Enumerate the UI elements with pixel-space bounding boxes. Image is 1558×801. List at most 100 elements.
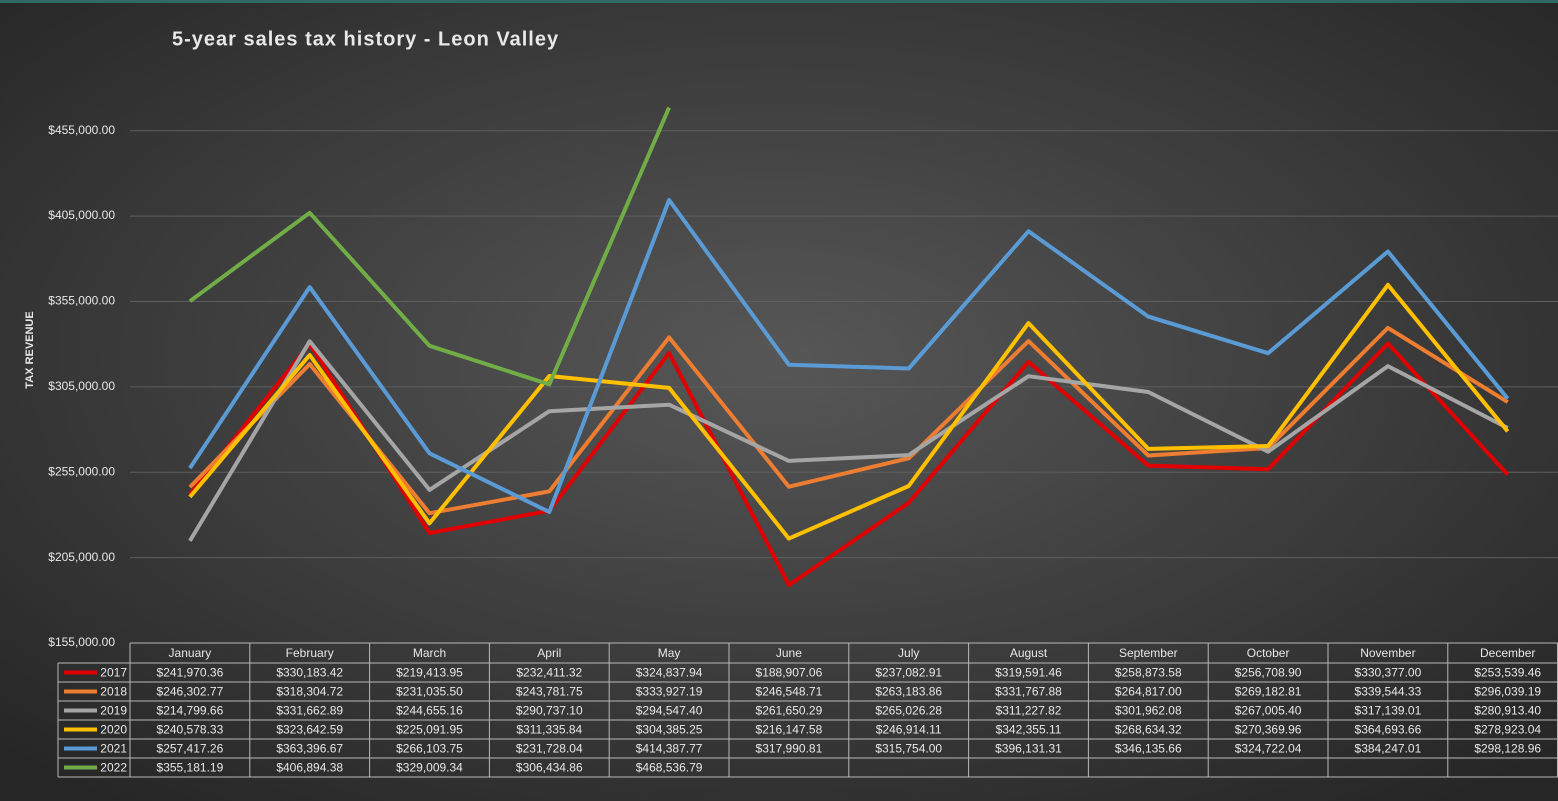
series-line: [188, 339, 1509, 542]
series-line: [188, 282, 1510, 541]
table-cell: $278,923.04: [1474, 723, 1541, 737]
table-cell: $219,413.95: [396, 666, 463, 680]
table-cell: $214,799.66: [157, 704, 224, 718]
table-cell: $318,304.72: [276, 685, 343, 699]
table-cell: $253,539.46: [1474, 666, 1541, 680]
table-cell: $304,385.25: [636, 723, 703, 737]
table-cell: $406,894.38: [276, 761, 343, 775]
table-cell: $280,913.40: [1474, 704, 1541, 718]
table-cell: $329,009.34: [396, 761, 463, 775]
table-cell: $246,302.77: [157, 685, 224, 699]
table-cell: $261,650.29: [756, 704, 823, 718]
table-header: September: [1119, 646, 1178, 660]
table-cell: $246,548.71: [756, 685, 823, 699]
table-cell: $324,722.04: [1235, 742, 1302, 756]
legend-label: 2018: [100, 685, 127, 699]
table-cell: $231,035.50: [396, 685, 463, 699]
top-strip: [0, 0, 1558, 3]
table-cell: $241,970.36: [157, 666, 224, 680]
table-header: January: [169, 646, 212, 660]
table-cell: $311,227.82: [996, 704, 1062, 718]
series-line: [188, 341, 1510, 588]
table-cell: $363,396.67: [276, 742, 343, 756]
table-header: December: [1480, 646, 1535, 660]
table-cell: $246,914.11: [876, 723, 942, 737]
y-tick-label: $355,000.00: [48, 294, 115, 308]
table-cell: $216,147.58: [756, 723, 823, 737]
table-header: March: [413, 646, 446, 660]
chart-title: 5-year sales tax history - Leon Valley: [172, 28, 559, 50]
table-cell: $317,990.81: [756, 742, 823, 756]
table-cell: $237,082.91: [875, 666, 942, 680]
table-cell: $355,181.19: [157, 761, 224, 775]
y-tick-label: $155,000.00: [48, 635, 115, 649]
table-header: July: [898, 646, 919, 660]
y-tick-label: $405,000.00: [48, 208, 115, 222]
series-line: [188, 198, 1510, 514]
table-cell: $264,817.00: [1115, 685, 1182, 699]
table-cell: $306,434.86: [516, 761, 583, 775]
table-cell: $364,693.66: [1355, 723, 1422, 737]
table-cell: $346,135.66: [1115, 742, 1182, 756]
table-cell: $330,377.00: [1355, 666, 1422, 680]
table-cell: $330,183.42: [276, 666, 343, 680]
table-cell: $266,103.75: [396, 742, 463, 756]
table-header: May: [658, 646, 681, 660]
table-cell: $232,411.32: [516, 666, 582, 680]
table-cell: $290,737.10: [516, 704, 583, 718]
table-cell: $324,837.94: [636, 666, 703, 680]
table-header: February: [286, 646, 334, 660]
table-cell: $333,927.19: [636, 685, 703, 699]
table-header: June: [776, 646, 802, 660]
legend-label: 2017: [100, 666, 127, 680]
table-cell: $240,578.33: [157, 723, 224, 737]
table-cell: $396,131.31: [995, 742, 1062, 756]
table-cell: $331,767.88: [995, 685, 1062, 699]
table-cell: $296,039.19: [1474, 685, 1541, 699]
table-cell: $268,634.32: [1115, 723, 1182, 737]
table-cell: $263,183.86: [875, 685, 942, 699]
table-cell: $468,536.79: [636, 761, 703, 775]
table-cell: $323,642.59: [276, 723, 343, 737]
table-cell: $265,026.28: [875, 704, 942, 718]
y-tick-label: $455,000.00: [48, 123, 115, 137]
table-header: November: [1360, 646, 1415, 660]
table-cell: $243,781.75: [516, 685, 583, 699]
table-cell: $225,091.95: [396, 723, 463, 737]
y-tick-label: $255,000.00: [48, 464, 115, 478]
legend-label: 2020: [100, 723, 127, 737]
series-line: [188, 325, 1509, 516]
table-cell: $294,547.40: [636, 704, 703, 718]
table-cell: $256,708.90: [1235, 666, 1302, 680]
table-cell: $267,005.40: [1235, 704, 1302, 718]
legend-label: 2022: [100, 761, 127, 775]
table-cell: $339,544.33: [1355, 685, 1422, 699]
table-cell: $319,591.46: [995, 666, 1062, 680]
table-header: April: [537, 646, 561, 660]
table-cell: $257,417.26: [157, 742, 224, 756]
y-tick-label: $305,000.00: [48, 379, 115, 393]
table-cell: $244,655.16: [396, 704, 463, 718]
table-cell: $384,247.01: [1355, 742, 1422, 756]
table-cell: $301,962.08: [1115, 704, 1182, 718]
table-cell: $315,754.00: [875, 742, 942, 756]
series-line: [188, 106, 671, 387]
table-cell: $342,355.11: [996, 723, 1062, 737]
y-tick-label: $205,000.00: [48, 550, 115, 564]
table-cell: $188,907.06: [756, 666, 823, 680]
table-cell: $269,182.81: [1235, 685, 1302, 699]
legend-label: 2019: [100, 704, 127, 718]
table-cell: $231,728.04: [516, 742, 583, 756]
table-cell: $298,128.96: [1474, 742, 1541, 756]
table-cell: $311,335.84: [516, 723, 582, 737]
table-header: October: [1247, 646, 1290, 660]
table-cell: $331,662.89: [276, 704, 343, 718]
table-cell: $414,387.77: [636, 742, 703, 756]
table-cell: $258,873.58: [1115, 666, 1182, 680]
table-cell: $270,369.96: [1235, 723, 1302, 737]
table-cell: $317,139.01: [1355, 704, 1422, 718]
legend-label: 2021: [100, 742, 127, 756]
table-header: August: [1010, 646, 1048, 660]
